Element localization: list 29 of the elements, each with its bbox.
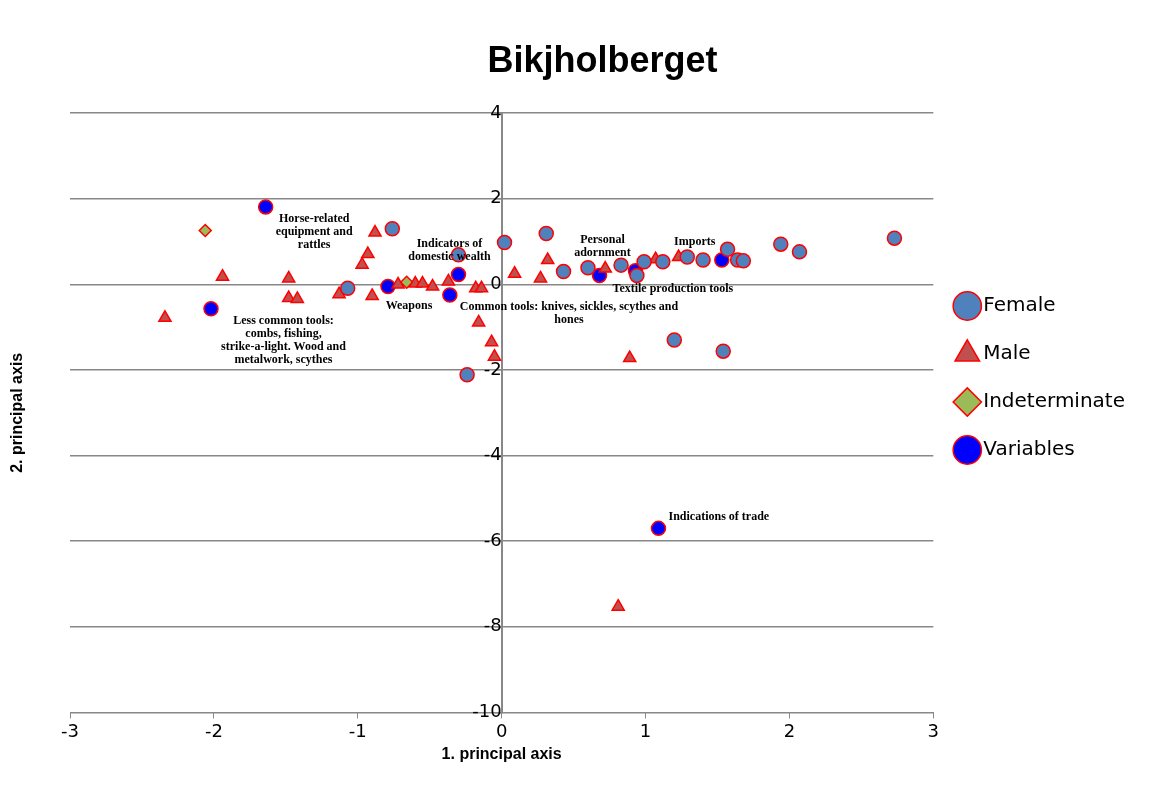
y-tick-label: -10: [472, 700, 502, 722]
y-tick-label: -4: [483, 443, 502, 465]
x-tick-label: 1: [639, 719, 652, 741]
x-tick-label: -1: [348, 719, 367, 741]
y-tick-label: 0: [490, 272, 502, 294]
x-tick-label: 2: [783, 719, 796, 741]
y-tick-label: 4: [490, 100, 502, 122]
x-tick-label: -2: [204, 719, 223, 741]
annotation: Personal adornment: [574, 231, 631, 259]
annotation: Textile production tools: [612, 281, 734, 296]
legend-label: Variables: [983, 436, 1075, 461]
annotation: Indications of trade: [668, 509, 770, 524]
annotation: Common tools: knives, sickles, scythes and hones: [459, 299, 679, 327]
y-tick-label: -8: [483, 614, 502, 636]
chart-title: Bikjholberget: [487, 38, 718, 80]
y-axis-title: 2. principal axis: [8, 352, 26, 473]
annotation: Imports: [674, 234, 716, 249]
x-tick-label: -3: [61, 719, 79, 741]
x-tick-label: 3: [927, 719, 940, 741]
y-tick-label: -6: [483, 528, 502, 550]
y-tick-label: -2: [483, 357, 502, 379]
annotation: Weapons: [385, 297, 433, 312]
annotation: Less common tools: combs, fishing, strike-a-light. Wood and metalwork, scythes: [221, 312, 347, 366]
x-axis-title: 1. principal axis: [441, 744, 562, 762]
y-tick-label: 2: [490, 186, 502, 208]
annotation: Horse-related equipment and rattles: [275, 211, 354, 252]
legend-label: Indeterminate: [983, 388, 1126, 413]
legend-label: Female: [983, 292, 1056, 317]
legend-label: Male: [983, 340, 1031, 365]
